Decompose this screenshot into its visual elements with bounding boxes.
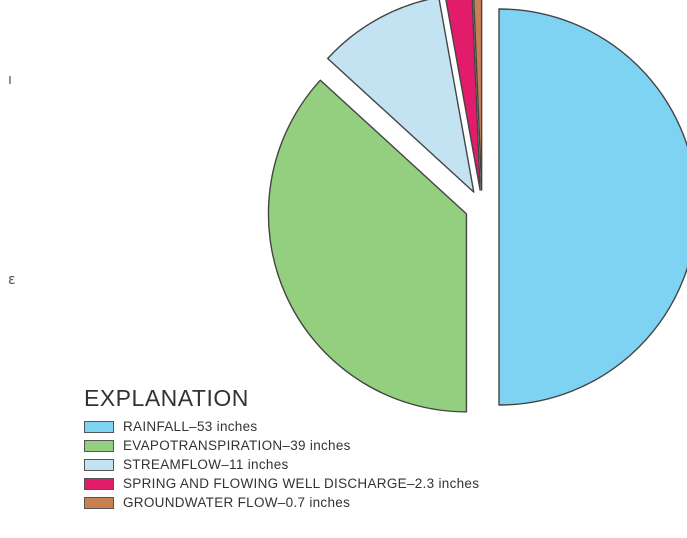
pie-slice-groundwater-flow (473, 0, 483, 191)
pie-slice-streamflow (327, 0, 475, 193)
legend-label: EVAPOTRANSPIRATION–39 inches (123, 438, 351, 453)
legend-swatch (84, 439, 114, 452)
legend-item: GROUNDWATER FLOW–0.7 inches (84, 493, 479, 512)
legend-swatch (84, 496, 114, 509)
legend-swatch (84, 477, 114, 490)
legend-title: EXPLANATION (84, 385, 249, 411)
pie-slice-rainfall (498, 8, 687, 406)
side-mark-top: ı (8, 72, 12, 88)
legend-item: RAINFALL–53 inches (84, 417, 479, 436)
legend-items: RAINFALL–53 inches EVAPOTRANSPIRATION–39 … (84, 417, 479, 512)
legend-label: STREAMFLOW–11 inches (123, 457, 289, 472)
legend: EXPLANATION RAINFALL–53 inches EVAPOTRANS… (84, 385, 479, 512)
legend-item: STREAMFLOW–11 inches (84, 455, 479, 474)
legend-swatch (84, 458, 114, 471)
legend-item: EVAPOTRANSPIRATION–39 inches (84, 436, 479, 455)
legend-label: GROUNDWATER FLOW–0.7 inches (123, 495, 351, 510)
side-mark-bottom: ɛ (8, 272, 16, 288)
legend-item: SPRING AND FLOWING WELL DISCHARGE–2.3 in… (84, 474, 479, 493)
pie-slice-spring-and-flowing-well-discharge (445, 0, 481, 191)
legend-label: RAINFALL–53 inches (123, 419, 258, 434)
pie-slice-evapotranspiration (267, 79, 468, 413)
legend-label: SPRING AND FLOWING WELL DISCHARGE–2.3 in… (123, 476, 480, 491)
legend-swatch (84, 420, 114, 433)
